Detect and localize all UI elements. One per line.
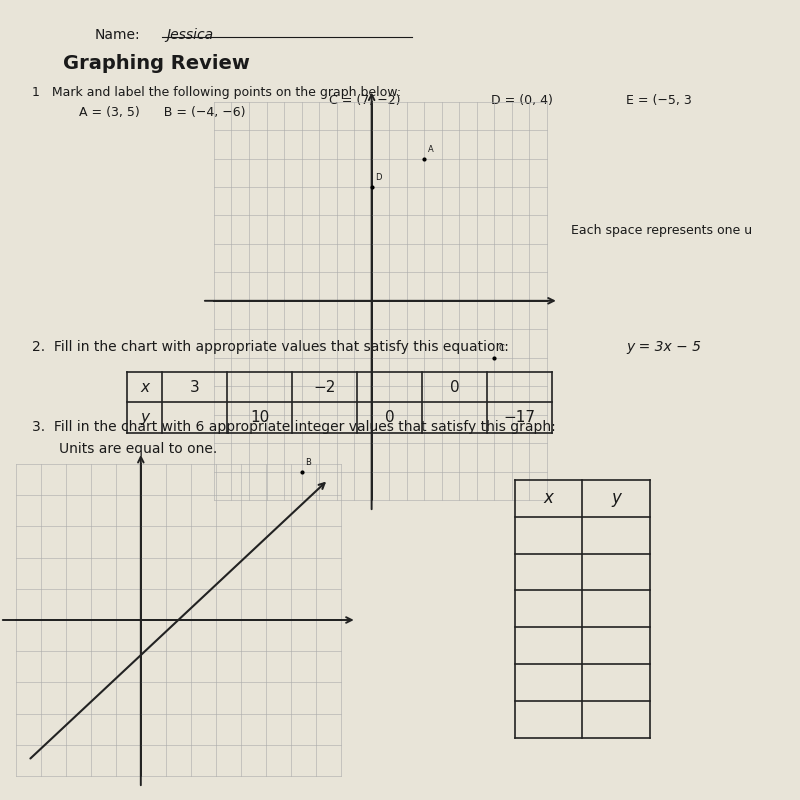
Text: 0: 0 <box>385 410 394 425</box>
Text: C = (7, −2): C = (7, −2) <box>329 94 400 107</box>
Text: x: x <box>544 490 554 507</box>
Text: Each space represents one u: Each space represents one u <box>570 224 752 237</box>
Text: Name:: Name: <box>95 28 141 42</box>
Text: y: y <box>611 490 621 507</box>
Text: x: x <box>140 380 149 394</box>
Text: B: B <box>306 458 311 466</box>
Text: Jessica: Jessica <box>166 28 214 42</box>
Text: D = (0, 4): D = (0, 4) <box>491 94 554 107</box>
Text: A = (3, 5)      B = (−4, −6): A = (3, 5) B = (−4, −6) <box>79 106 246 118</box>
Text: 2.  Fill in the chart with appropriate values that satisfy this equation:: 2. Fill in the chart with appropriate va… <box>32 340 509 354</box>
Text: y = 3x − 5: y = 3x − 5 <box>626 340 701 354</box>
Text: 3: 3 <box>190 380 200 394</box>
Text: 0: 0 <box>450 380 460 394</box>
Text: Units are equal to one.: Units are equal to one. <box>59 442 218 455</box>
Text: 10: 10 <box>250 410 270 425</box>
Text: Graphing Review: Graphing Review <box>63 54 250 73</box>
Text: D: D <box>375 173 382 182</box>
Text: y: y <box>140 410 149 425</box>
Text: A: A <box>428 145 434 154</box>
Text: 3.  Fill in the chart with 6 appropriate integer values that satisfy this graph:: 3. Fill in the chart with 6 appropriate … <box>32 420 555 434</box>
Text: 1   Mark and label the following points on the graph below:: 1 Mark and label the following points on… <box>32 86 401 98</box>
Text: −17: −17 <box>504 410 536 425</box>
Text: C: C <box>498 344 504 353</box>
Text: −2: −2 <box>314 380 336 394</box>
Text: E = (−5, 3: E = (−5, 3 <box>626 94 692 107</box>
